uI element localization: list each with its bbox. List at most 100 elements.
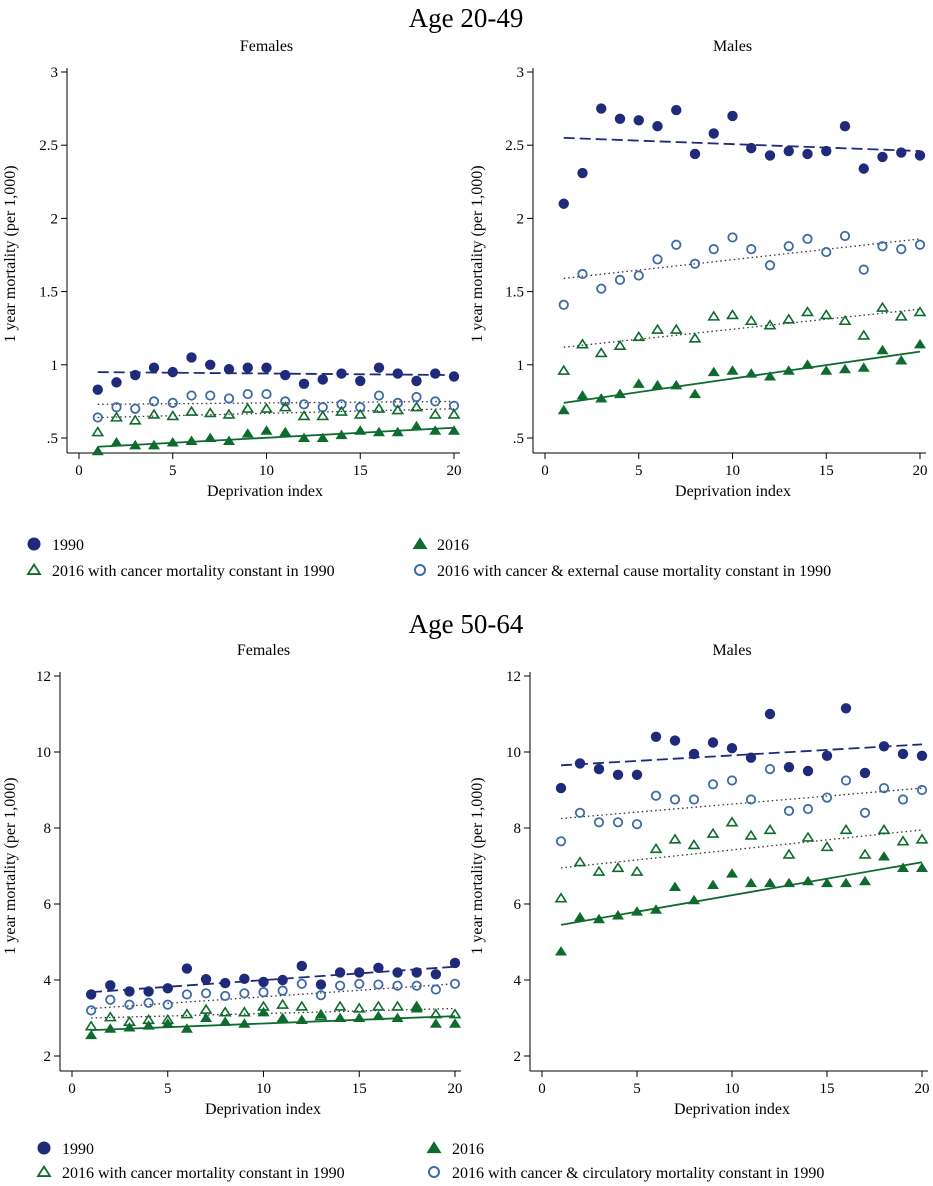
data-point-hollow-circle [162,999,173,1010]
data-point-filled-triangle [185,435,198,445]
data-point-hollow-circle [783,805,795,817]
data-point-filled-circle [242,362,253,373]
data-point-hollow-triangle [649,842,663,854]
data-point-hollow-triangle [352,1002,366,1013]
data-point-hollow-triangle [669,323,683,334]
data-point-filled-triangle [595,393,608,403]
data-point-hollow-triangle [180,1008,194,1019]
x-axis-title: Deprivation index [674,1101,790,1118]
data-point-hollow-triangle [613,339,627,350]
y-tick-label: 12 [506,669,521,685]
data-point-filled-triangle [279,426,292,437]
data-point-hollow-circle [612,817,624,828]
data-point-hollow-triangle [241,402,255,413]
x-axis-title: Deprivation index [207,483,323,500]
data-point-hollow-triangle [744,314,758,326]
data-point-filled-circle [205,359,216,370]
data-point-filled-triangle [782,365,795,375]
x-tick-label: 10 [725,1081,740,1097]
data-point-hollow-triangle [592,865,606,876]
fit-line-filled-triangle [560,861,923,926]
data-point-hollow-circle [105,994,116,1005]
data-point-filled-triangle [801,359,814,369]
data-point-hollow-circle [200,988,212,999]
data-point-filled-triangle [764,371,776,381]
data-point-filled-circle [671,104,682,116]
data-point-hollow-circle [859,807,871,818]
data-point-hollow-circle [334,980,346,991]
fit-line-filled-circle [563,136,921,152]
data-point-hollow-circle [130,403,141,414]
data-point-hollow-triangle [429,1008,443,1019]
data-point-hollow-circle [449,978,461,989]
fit-line-filled-circle [560,743,923,767]
x-tick-label: 5 [633,1081,641,1097]
data-point-hollow-circle [220,990,231,1002]
legend-item-cancer-external-constant: 2016 with cancer & external cause mortal… [414,563,831,580]
data-point-filled-triangle [688,894,700,905]
data-point-hollow-triangle [876,301,889,312]
data-point-filled-triangle [372,1010,385,1021]
data-point-hollow-triangle [651,323,664,334]
data-point-hollow-circle [315,990,327,1001]
data-point-filled-triangle [576,390,589,400]
data-point-filled-triangle [726,365,739,375]
data-point-filled-circle [317,374,328,385]
data-point-filled-triangle [110,436,123,447]
data-point-filled-triangle [449,1018,461,1028]
y-tick-label: 1 [517,358,525,374]
x-tick-label: 5 [635,463,643,479]
legend-age-20-49: 1990 2016 2016 with cancer mortality con… [26,537,831,580]
data-point-filled-circle [130,369,141,381]
data-point-hollow-circle [897,794,909,805]
panel-title: Males [712,642,751,659]
x-tick-label: 20 [913,463,928,479]
data-point-filled-triangle [840,877,852,888]
data-point-hollow-circle [631,819,643,830]
data-point-filled-circle [354,967,365,978]
data-point-hollow-triangle [260,402,273,413]
data-point-filled-circle [143,986,154,997]
fit-line-hollow-circle [560,787,923,820]
data-point-hollow-circle [877,241,888,252]
data-point-hollow-circle [650,790,662,801]
data-point-hollow-triangle [128,414,142,425]
y-axis-title: 1 year mortality (per 1,000) [2,165,19,342]
data-point-filled-circle [373,962,384,974]
data-point-hollow-triangle [915,833,929,844]
data-point-filled-triangle [914,338,926,349]
data-point-hollow-triangle [725,816,739,827]
y-tick-label: 10 [36,745,51,761]
data-point-hollow-circle [205,390,216,401]
legend-label-2016: 2016 [452,1141,484,1158]
data-point-filled-circle [105,980,116,991]
data-point-filled-circle [223,363,235,375]
data-point-hollow-circle [92,412,103,423]
y-axis-title: 1 year mortality (per 1,000) [469,777,486,954]
data-point-hollow-circle [181,989,192,1000]
data-point-filled-triangle [897,862,909,872]
data-point-filled-triangle [257,1006,270,1017]
data-point-filled-circle [355,375,366,387]
data-point-hollow-circle [411,980,422,991]
legend-marker-1990-filled-circle [37,1141,51,1155]
x-tick-label: 20 [447,463,462,479]
data-point-hollow-circle [167,397,178,408]
data-point-hollow-circle [746,244,757,255]
data-point-filled-triangle [764,877,776,888]
y-tick-label: 1.5 [505,285,524,301]
x-tick-label: 20 [448,1081,463,1097]
data-point-filled-circle [392,368,403,379]
y-tick-label: 10 [506,745,521,761]
data-point-filled-triangle [200,1012,213,1023]
data-point-hollow-triangle [668,833,682,844]
data-point-hollow-triangle [447,408,461,419]
data-point-hollow-triangle [222,408,236,419]
fit-line-hollow-triangle [563,308,921,348]
data-point-hollow-circle [633,270,644,281]
data-point-filled-circle [746,142,757,154]
data-point-filled-triangle [859,875,871,886]
data-point-filled-circle [877,151,888,163]
data-point-hollow-circle [821,792,833,803]
data-point-hollow-circle [708,244,719,255]
